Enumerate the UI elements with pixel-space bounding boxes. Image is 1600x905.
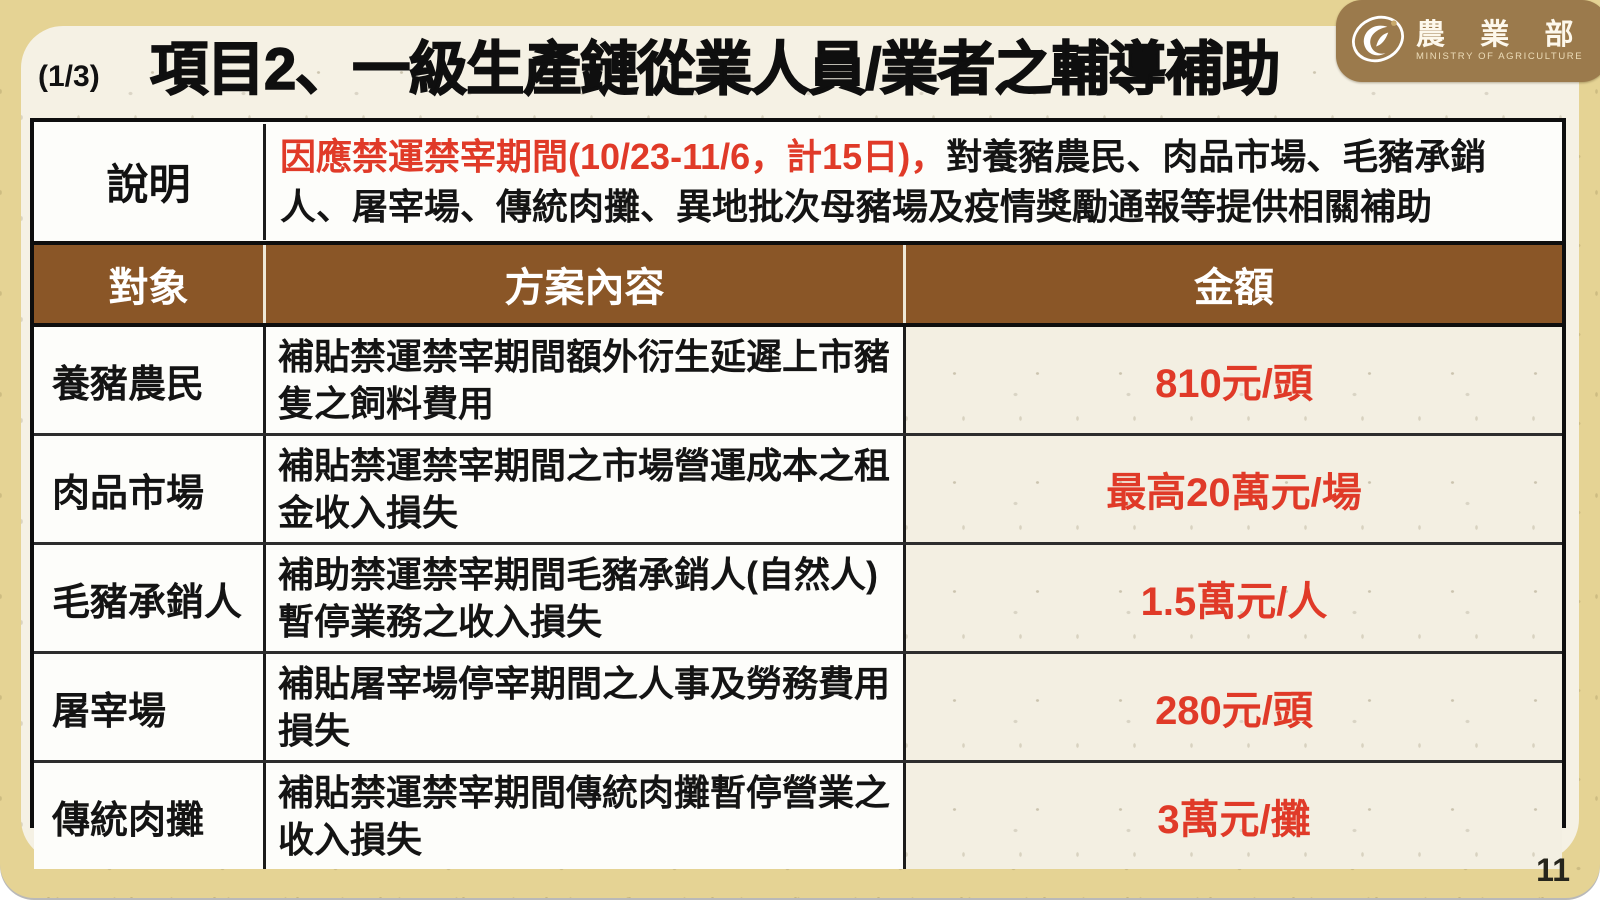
ministry-logo-text: 農 業 部 MINISTRY OF AGRICULTURE: [1416, 19, 1588, 63]
description-row: 說明 因應禁運禁宰期間(10/23-11/6，計15日)，對養豬農民、肉品市場、…: [34, 122, 1562, 241]
row-target: 養豬農民: [34, 327, 263, 433]
table-row: 肉品市場 補貼禁運禁宰期間之市場營運成本之租金收入損失 最高20萬元/場: [34, 433, 1562, 542]
row-amount: 810元/頭: [903, 327, 1562, 433]
table-row: 毛豬承銷人 補助禁運禁宰期間毛豬承銷人(自然人)暫停業務之收入損失 1.5萬元/…: [34, 542, 1562, 651]
header-plan: 方案內容: [263, 245, 903, 323]
row-plan: 補貼禁運禁宰期間之市場營運成本之租金收入損失: [263, 436, 903, 542]
row-amount: 1.5萬元/人: [903, 545, 1562, 651]
table-header-row: 對象 方案內容 金額: [34, 241, 1562, 327]
row-plan: 補貼禁運禁宰期間額外衍生延遲上市豬隻之飼料費用: [263, 327, 903, 433]
row-plan: 補貼屠宰場停宰期間之人事及勞務費用損失: [263, 654, 903, 760]
row-target: 肉品市場: [34, 436, 263, 542]
ministry-name-zh: 農 業 部: [1416, 19, 1588, 51]
table-row: 傳統肉攤 補貼禁運禁宰期間傳統肉攤暫停營業之收入損失 3萬元/攤: [34, 760, 1562, 869]
row-plan: 補助禁運禁宰期間毛豬承銷人(自然人)暫停業務之收入損失: [263, 545, 903, 651]
row-plan: 補貼禁運禁宰期間傳統肉攤暫停營業之收入損失: [263, 763, 903, 869]
row-amount: 280元/頭: [903, 654, 1562, 760]
row-amount: 3萬元/攤: [903, 763, 1562, 869]
ministry-name-en: MINISTRY OF AGRICULTURE: [1416, 51, 1584, 62]
header-amount: 金額: [903, 245, 1562, 323]
row-target: 傳統肉攤: [34, 763, 263, 869]
description-text: 因應禁運禁宰期間(10/23-11/6，計15日)，對養豬農民、肉品市場、毛豬承…: [263, 123, 1562, 240]
table-row: 養豬農民 補貼禁運禁宰期間額外衍生延遲上市豬隻之飼料費用 810元/頭: [34, 327, 1562, 433]
row-amount: 最高20萬元/場: [903, 436, 1562, 542]
page-indicator: (1/3): [38, 60, 100, 93]
description-label: 說明: [34, 122, 263, 241]
header-target: 對象: [108, 266, 189, 310]
description-detail: 對養豬農民、肉品市場、毛豬承銷人、屠宰場、傳統肉攤、異地批次母豬場及疫情獎勵通報…: [280, 135, 1487, 227]
row-target: 屠宰場: [34, 654, 263, 760]
slide-title: 項目2、一級生產鏈從業人員/業者之輔導補助: [149, 36, 1281, 103]
subsidy-table: 說明 因應禁運禁宰期間(10/23-11/6，計15日)，對養豬農民、肉品市場、…: [30, 118, 1566, 869]
description-highlight: 因應禁運禁宰期間(10/23-11/6，計15日)，: [280, 135, 947, 177]
table-row: 屠宰場 補貼屠宰場停宰期間之人事及勞務費用損失 280元/頭: [34, 651, 1562, 760]
page-number: 11: [1536, 852, 1570, 888]
ministry-emblem-icon: [1350, 11, 1406, 72]
ministry-logo: 農 業 部 MINISTRY OF AGRICULTURE: [1336, 0, 1600, 82]
row-target: 毛豬承銷人: [34, 545, 263, 651]
